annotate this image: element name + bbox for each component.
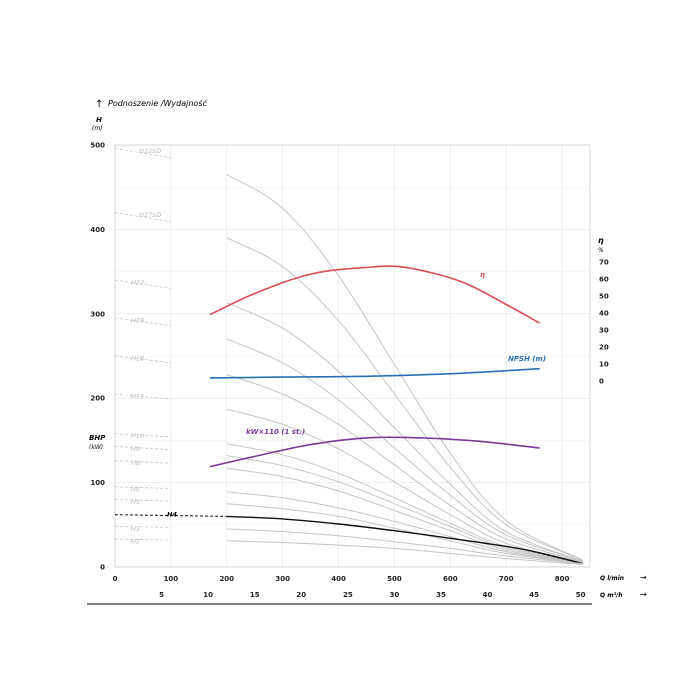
series-label-2: kW×110 (1 st.) [246,428,305,436]
y-left-label: H [96,116,102,124]
head-curve-h3-dashed [114,526,171,528]
head-curve-h8 [226,467,583,564]
x-primary-tick: 700 [499,575,514,583]
curve-label-h2: H2 [131,538,140,546]
series-label-0: η [480,271,485,279]
y-right-tick: 40 [599,310,609,318]
y-right-tick: 20 [599,344,609,352]
x-secondary-tick: 10 [203,591,213,599]
curve-label-h3: H3 [131,525,140,533]
x-primary-tick: 100 [164,575,179,583]
head-curve-h2 [226,540,583,565]
series-label-1: NPSH (m) [508,355,546,363]
curve-label-h10: H10 [131,432,144,440]
curve-label-h22: H22 [131,279,144,287]
y-left-tick: 300 [90,310,105,318]
chart-title: Podnoszenie /Wydajność [108,98,207,108]
x-secondary-tick: 45 [529,591,539,599]
head-curve-h6-dashed [114,486,171,489]
curve-label-h6: H6 [131,485,140,493]
head-curve-h4-dashed [114,514,227,517]
y-right-tick: 10 [599,361,609,369]
y-right-label: η [598,236,604,245]
x-secondary-tick: 25 [343,591,353,599]
curve-label-h9: H9 [131,445,140,453]
x-secondary-label: Q m³/h [600,592,623,599]
head-curve-h16 [226,374,583,563]
head-curve-h5-dashed [114,499,171,502]
curve-label-h16: H16 [131,355,144,363]
x-primary-tick: 500 [387,575,402,583]
curve-label-h4: H4 [167,511,177,519]
head-curve-h32sd [226,174,583,561]
y-left-unit: (m) [92,125,103,132]
head-curve-h9-dashed [114,445,171,451]
y-left-tick: 200 [90,395,105,403]
curve-label-h5: H5 [131,498,140,506]
x-primary-tick: 200 [219,575,234,583]
series-line-2 [209,436,540,468]
head-curve-h13 [226,408,583,563]
x-primary-tick: 300 [275,575,290,583]
y-bhp-label: BHP [89,434,106,442]
x-secondary-tick: 50 [576,591,586,599]
head-curve-h19 [226,338,583,562]
x-primary-tick: 400 [331,575,346,583]
y-right-tick: 70 [599,259,609,267]
y-right-tick: 60 [599,276,609,284]
x-secondary-tick: 30 [390,591,400,599]
x-secondary-tick: 15 [250,591,260,599]
y-right-tick: 30 [599,327,609,335]
x-secondary-tick: 40 [483,591,493,599]
y-right-unit: % [598,247,604,254]
curve-label-h8: H8 [131,459,140,467]
axes: 0 100 200 300 400 500 600 700 800010020030040050… [87,142,609,605]
head-curve-h3 [226,528,583,565]
up-arrow-icon: ↑ [95,99,103,110]
x-primary-tick: 800 [555,575,570,583]
x-secondary-tick: 5 [159,591,164,599]
curve-label-h13: H13 [131,393,144,401]
y-left-tick: 500 [90,142,105,150]
head-curve-h5 [226,503,583,565]
y-left-tick: 400 [90,226,105,234]
head-curves: H32SD H27SD H22 H19 H16 H13 H10 H9 H8 H6 H5 H4 H3 H2 [114,147,583,565]
x-primary-arrow-icon: → [640,573,647,582]
head-curve-h8-dashed [114,460,171,464]
x-secondary-tick: 35 [436,591,446,599]
head-curve-h16-dashed [114,355,171,364]
curve-label-h32sd: H32SD [139,147,161,155]
series-line-0 [209,265,541,324]
head-curve-h27sd [226,237,583,561]
y-right-tick: 0 [599,378,604,386]
series-line-1 [209,367,540,379]
x-secondary-arrow-icon: → [640,590,647,599]
performance-series: η NPSH (m) kW×110 (1 st.) [209,265,546,468]
curve-label-h19: H19 [131,317,144,325]
head-curve-h4 [226,515,583,565]
head-curve-h6 [226,491,583,565]
y-left-tick: 100 [90,479,105,487]
x-primary-label: Q l/min [600,575,624,582]
head-curve-h10 [226,443,583,564]
head-curve-h10-dashed [114,433,171,438]
x-secondary-tick: 20 [296,591,306,599]
head-curve-h2-dashed [114,538,171,541]
x-primary-tick: 0 [113,575,118,583]
head-curve-h9 [226,455,583,564]
y-right-tick: 50 [599,293,609,301]
curve-label-h27sd: H27SD [139,211,161,219]
x-primary-tick: 600 [443,575,458,583]
y-bhp-unit: (kW) [89,444,103,451]
y-left-tick: 0 [100,564,105,572]
head-curve-h22 [226,302,583,562]
head-curve-h13-dashed [114,393,171,400]
